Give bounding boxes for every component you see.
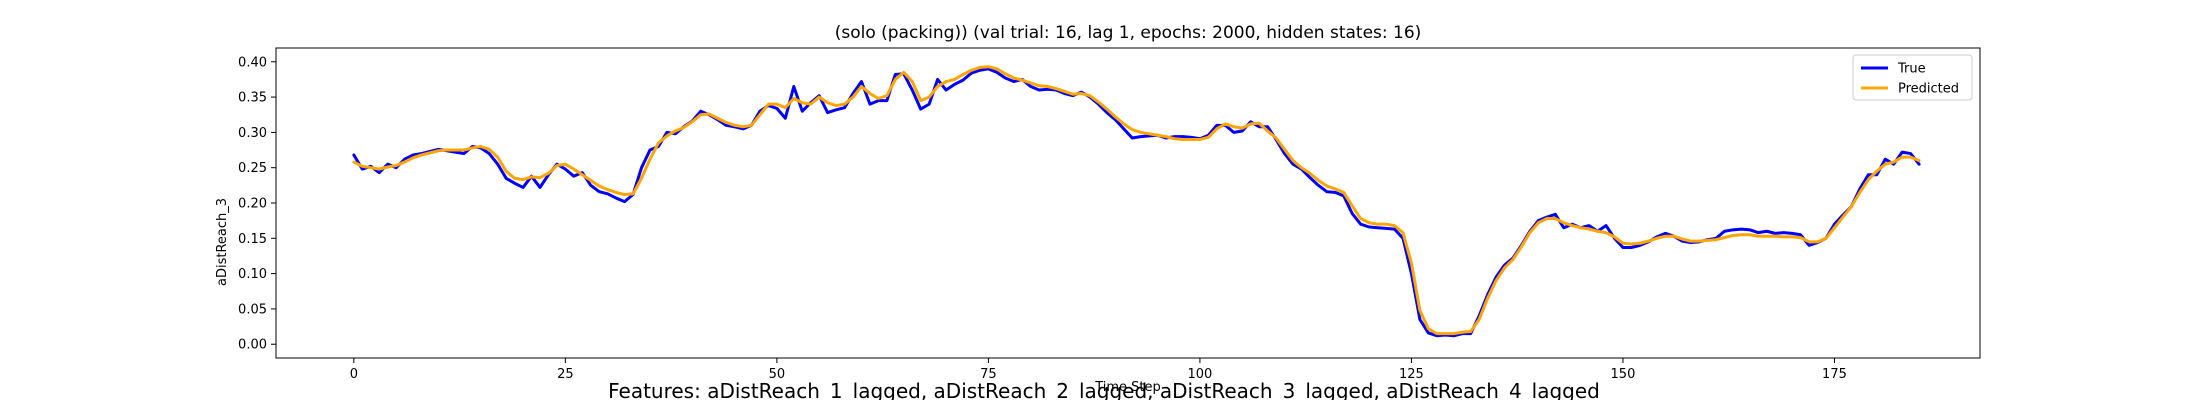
- x-tick-label: 100: [1188, 367, 1213, 382]
- axes: 0 25 50 75 100 125 150 175 0.00 0.05 0.10 0.15 0.20 0…: [238, 47, 1981, 382]
- x-tick-label: 25: [557, 367, 574, 382]
- legend-label-predicted: Predicted: [1898, 82, 1959, 97]
- y-tick-label: 0.30: [238, 126, 267, 141]
- x-tick-label: 0: [350, 367, 358, 382]
- chart-title: (solo (packing)) (val trial: 16, lag 1, …: [835, 23, 1422, 43]
- plot-area: [352, 65, 1921, 338]
- x-tick-label: 125: [1399, 367, 1424, 382]
- y-tick-label: 0.15: [238, 232, 267, 247]
- features-caption: Features: aDistReach_1_lagged, aDistReac…: [608, 379, 1600, 400]
- legend-label-true: True: [1897, 62, 1926, 77]
- x-tick-label: 75: [980, 367, 997, 382]
- series-line-true: [352, 67, 1921, 338]
- y-tick-label: 0.00: [238, 338, 267, 353]
- series-line-predicted: [352, 65, 1921, 336]
- y-tick-label: 0.35: [238, 91, 267, 106]
- y-tick-label: 0.40: [238, 55, 267, 70]
- y-tick-label: 0.25: [238, 161, 267, 176]
- plot-frame: [275, 47, 1981, 359]
- legend: True Predicted: [1852, 54, 1973, 101]
- x-axis-label: Time Step: [1094, 380, 1161, 395]
- x-tick-label: 175: [1822, 367, 1847, 382]
- x-tick-label: 150: [1611, 367, 1636, 382]
- x-tick-label: 50: [769, 367, 786, 382]
- y-tick-label: 0.20: [238, 197, 267, 212]
- y-tick-label: 0.10: [238, 267, 267, 282]
- y-axis-label: aDistReach_3: [215, 198, 230, 286]
- y-tick-label: 0.05: [238, 302, 267, 317]
